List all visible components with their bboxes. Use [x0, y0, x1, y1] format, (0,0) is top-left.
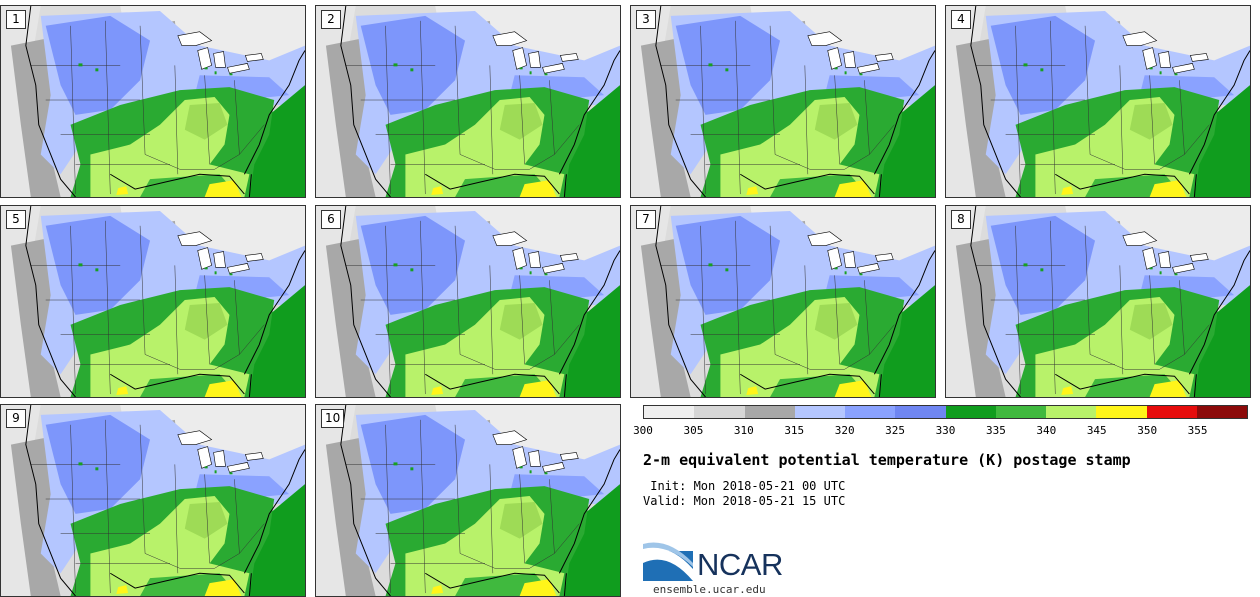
colorbar-segment-9 — [1096, 406, 1147, 418]
map-2 — [316, 6, 620, 197]
colorbar-segment-0 — [644, 406, 695, 418]
postage-stamp-panel-9: 9 — [0, 404, 306, 597]
stamp-label-9: 9 — [6, 409, 26, 428]
stamp-label-6: 6 — [321, 210, 341, 229]
stamp-label-7: 7 — [636, 210, 656, 229]
map-8 — [946, 206, 1250, 397]
map-7 — [631, 206, 935, 397]
colorbar-tick-350: 350 — [1137, 424, 1158, 437]
ncar-swoosh-icon — [643, 541, 693, 581]
postage-stamp-panel-8: 8 — [945, 205, 1251, 398]
stamp-label-10: 10 — [321, 409, 345, 428]
colorbar-segment-1 — [694, 406, 745, 418]
colorbar-segment-11 — [1196, 406, 1247, 418]
map-9 — [1, 405, 305, 596]
colorbar-segment-5 — [895, 406, 946, 418]
colorbar-tick-315: 315 — [784, 424, 805, 437]
valid-time: Valid: Mon 2018-05-21 15 UTC — [643, 494, 846, 508]
stamp-label-2: 2 — [321, 10, 341, 29]
stamp-label-4: 4 — [951, 10, 971, 29]
postage-stamp-panel-3: 3 — [630, 5, 936, 198]
colorbar — [643, 405, 1248, 419]
ncar-logo-text: NCAR — [697, 547, 783, 582]
map-6 — [316, 206, 620, 397]
postage-stamp-panel-1: 1 — [0, 5, 306, 198]
colorbar-tick-320: 320 — [834, 424, 855, 437]
postage-stamp-panel-5: 5 — [0, 205, 306, 398]
site-url: ensemble.ucar.edu — [653, 583, 766, 596]
colorbar-tick-330: 330 — [935, 424, 956, 437]
colorbar-segment-3 — [794, 406, 845, 418]
colorbar-tick-305: 305 — [683, 424, 704, 437]
stamp-label-5: 5 — [6, 210, 26, 229]
map-1 — [1, 6, 305, 197]
postage-stamp-panel-4: 4 — [945, 5, 1251, 198]
colorbar-tick-345: 345 — [1086, 424, 1107, 437]
colorbar-tick-355: 355 — [1187, 424, 1208, 437]
stamp-label-8: 8 — [951, 210, 971, 229]
map-10 — [316, 405, 620, 596]
colorbar-tick-340: 340 — [1036, 424, 1057, 437]
colorbar-tick-335: 335 — [985, 424, 1006, 437]
map-4 — [946, 6, 1250, 197]
map-5 — [1, 206, 305, 397]
colorbar-segment-10 — [1146, 406, 1197, 418]
colorbar-segment-2 — [744, 406, 795, 418]
postage-stamp-panel-6: 6 — [315, 205, 621, 398]
colorbar-segment-7 — [995, 406, 1046, 418]
colorbar-segment-4 — [845, 406, 896, 418]
colorbar-segment-8 — [1046, 406, 1097, 418]
colorbar-tick-325: 325 — [885, 424, 906, 437]
postage-stamp-panel-10: 10 — [315, 404, 621, 597]
colorbar-tick-310: 310 — [733, 424, 754, 437]
colorbar-segment-6 — [945, 406, 996, 418]
postage-stamp-panel-2: 2 — [315, 5, 621, 198]
stamp-label-3: 3 — [636, 10, 656, 29]
plot-title: 2-m equivalent potential temperature (K)… — [643, 451, 1131, 469]
stamp-label-1: 1 — [6, 10, 26, 29]
init-time: Init: Mon 2018-05-21 00 UTC — [643, 479, 846, 493]
map-3 — [631, 6, 935, 197]
postage-stamp-panel-7: 7 — [630, 205, 936, 398]
colorbar-tick-300: 300 — [633, 424, 653, 437]
ncar-logo: NCAR — [643, 541, 793, 583]
